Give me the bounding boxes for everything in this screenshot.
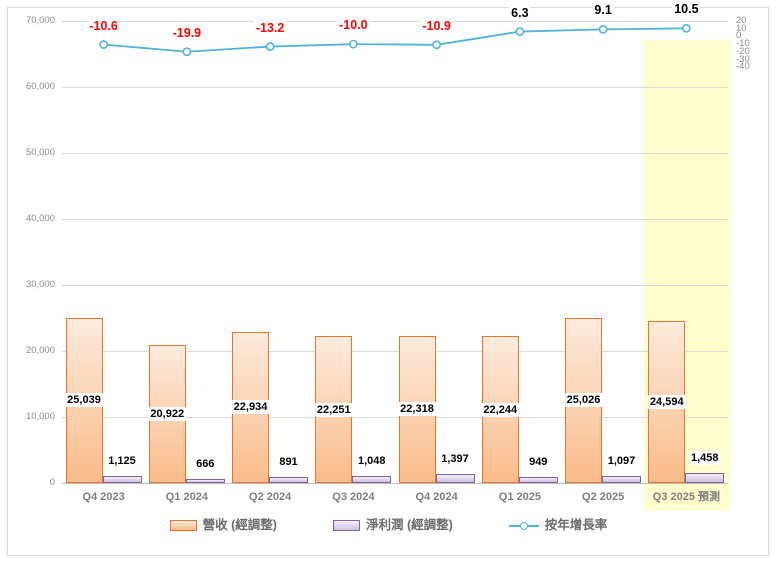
profit-bar[interactable] xyxy=(269,477,308,483)
gridline xyxy=(62,350,728,352)
legend: 營收 (經調整) 淨利潤 (經調整) 按年增長率 xyxy=(0,517,777,533)
growth-value-label: -10.6 xyxy=(87,18,120,34)
growth-value-label: 6.3 xyxy=(509,5,531,21)
profit-bar[interactable] xyxy=(102,475,142,483)
profit-bar[interactable] xyxy=(685,473,725,483)
left-axis-tick: 70,000 xyxy=(25,15,55,26)
category-label: Q2 2025 xyxy=(582,491,625,503)
revenue-value-label: 20,922 xyxy=(148,406,187,421)
right-axis-tick: 0 xyxy=(736,30,742,42)
growth-value-label: -19.9 xyxy=(170,25,204,41)
growth-value-label: -10.0 xyxy=(337,18,370,34)
gridline xyxy=(62,218,728,220)
profit-bar[interactable] xyxy=(602,475,641,483)
category-label: Q4 2023 xyxy=(82,491,125,503)
category-label: Q3 2024 xyxy=(332,491,375,503)
legend-item-revenue[interactable]: 營收 (經調整) xyxy=(169,517,277,533)
growth-point-marker[interactable] xyxy=(99,40,109,49)
profit-value-label: 1,397 xyxy=(439,451,471,466)
revenue-value-label: 25,026 xyxy=(564,393,603,408)
profit-bar[interactable] xyxy=(185,478,225,483)
left-axis-tick: 30,000 xyxy=(25,279,55,290)
gridline xyxy=(62,86,728,88)
revenue-swatch-icon xyxy=(169,519,197,531)
category-label: Q3 2025 預測 xyxy=(652,491,721,503)
gridline xyxy=(62,152,728,154)
revenue-value-label: 22,318 xyxy=(398,402,436,417)
profit-value-label: 1,097 xyxy=(605,453,638,468)
growth-point-marker[interactable] xyxy=(348,39,358,49)
revenue-value-label: 22,251 xyxy=(314,402,353,417)
category-label: Q2 2024 xyxy=(249,491,292,503)
revenue-value-label: 22,934 xyxy=(231,400,270,415)
profit-value-label: 1,125 xyxy=(106,453,138,468)
gridline xyxy=(62,416,728,418)
growth-point-marker[interactable] xyxy=(265,42,275,51)
growth-value-label: -13.2 xyxy=(253,20,287,36)
right-axis-tick: -10 xyxy=(736,38,750,50)
revenue-value-label: 24,594 xyxy=(647,394,686,409)
right-axis-tick: -30 xyxy=(736,53,750,65)
growth-value-label: -10.9 xyxy=(420,18,453,34)
growth-line-swatch-icon xyxy=(508,520,539,531)
profit-value-label: 666 xyxy=(194,456,217,471)
category-label: Q1 2025 xyxy=(498,491,541,503)
right-axis-tick: 10 xyxy=(736,22,747,34)
growth-point-marker[interactable] xyxy=(681,23,691,33)
category-label: Q4 2024 xyxy=(415,491,458,503)
profit-value-label: 949 xyxy=(527,454,550,469)
growth-value-label: 10.5 xyxy=(672,2,701,18)
growth-point-marker[interactable] xyxy=(515,27,525,36)
growth-point-marker[interactable] xyxy=(598,24,608,34)
legend-label-revenue: 營收 (經調整) xyxy=(202,518,277,532)
growth-point-marker[interactable] xyxy=(182,47,192,57)
legend-item-growth[interactable]: 按年增長率 xyxy=(508,517,608,533)
left-axis-tick: 50,000 xyxy=(25,147,55,158)
left-axis-tick: 0 xyxy=(49,477,55,488)
legend-item-profit[interactable]: 淨利潤 (經調整) xyxy=(332,517,453,533)
left-axis-tick: 20,000 xyxy=(25,345,55,356)
growth-line[interactable] xyxy=(103,27,687,53)
gridline xyxy=(62,284,728,286)
revenue-value-label: 22,244 xyxy=(481,402,520,417)
growth-point-marker[interactable] xyxy=(432,40,442,50)
profit-value-label: 891 xyxy=(277,455,300,470)
profit-bar[interactable] xyxy=(435,473,475,483)
profit-bar[interactable] xyxy=(518,476,558,483)
profit-bar[interactable] xyxy=(352,476,392,483)
left-axis-tick: 40,000 xyxy=(25,213,55,224)
profit-value-label: 1,458 xyxy=(688,451,721,466)
profit-swatch-icon xyxy=(332,519,360,531)
right-axis-tick: -20 xyxy=(736,45,750,57)
x-axis-line xyxy=(62,482,728,484)
legend-label-profit: 淨利潤 (經調整) xyxy=(365,518,453,532)
left-axis-tick: 60,000 xyxy=(25,81,55,92)
gridline xyxy=(62,20,728,22)
left-axis-tick: 10,000 xyxy=(25,411,55,422)
right-axis-tick: -40 xyxy=(736,61,750,73)
profit-value-label: 1,048 xyxy=(355,454,388,469)
revenue-value-label: 25,039 xyxy=(65,393,103,408)
category-label: Q1 2024 xyxy=(165,491,208,503)
legend-label-growth: 按年增長率 xyxy=(544,518,608,532)
growth-value-label: 9.1 xyxy=(592,3,614,19)
right-axis-tick: 20 xyxy=(736,15,747,26)
